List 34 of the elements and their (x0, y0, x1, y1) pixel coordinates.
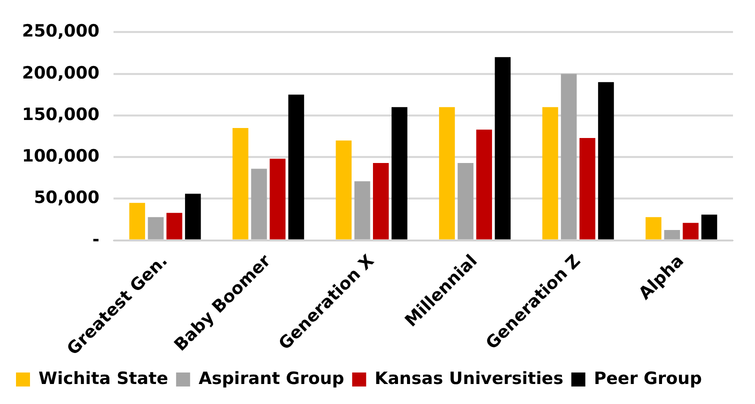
bar (392, 107, 408, 240)
bar (148, 217, 164, 240)
bar (598, 82, 614, 240)
bar (580, 138, 596, 240)
y-tick-label: 150,000 (22, 104, 100, 125)
bar (336, 140, 352, 240)
y-tick-label: 250,000 (22, 22, 100, 42)
bar (439, 107, 455, 240)
bar (129, 202, 146, 240)
bar (682, 222, 699, 240)
legend-label: Kansas Universities (374, 368, 564, 389)
bar (288, 94, 304, 240)
bar (232, 128, 248, 240)
bar (270, 158, 286, 240)
bar (166, 212, 182, 240)
bar (701, 214, 718, 240)
legend-label: Wichita State (38, 368, 168, 389)
y-tick-label: 100,000 (22, 146, 100, 167)
bar (372, 162, 389, 240)
y-tick-label: 50,000 (34, 188, 100, 208)
legend-label: Aspirant Group (198, 368, 344, 389)
y-tick-label: - (92, 230, 100, 250)
bar (476, 130, 492, 240)
bar (560, 74, 577, 240)
bar (458, 162, 474, 240)
bar (664, 230, 680, 240)
bar (542, 107, 558, 240)
bar (251, 168, 267, 240)
bar (646, 217, 662, 240)
bar (354, 181, 370, 240)
bar (185, 194, 201, 240)
bar (494, 57, 511, 240)
legend-label: Peer Group (594, 368, 702, 389)
y-tick-label: 200,000 (22, 63, 100, 84)
